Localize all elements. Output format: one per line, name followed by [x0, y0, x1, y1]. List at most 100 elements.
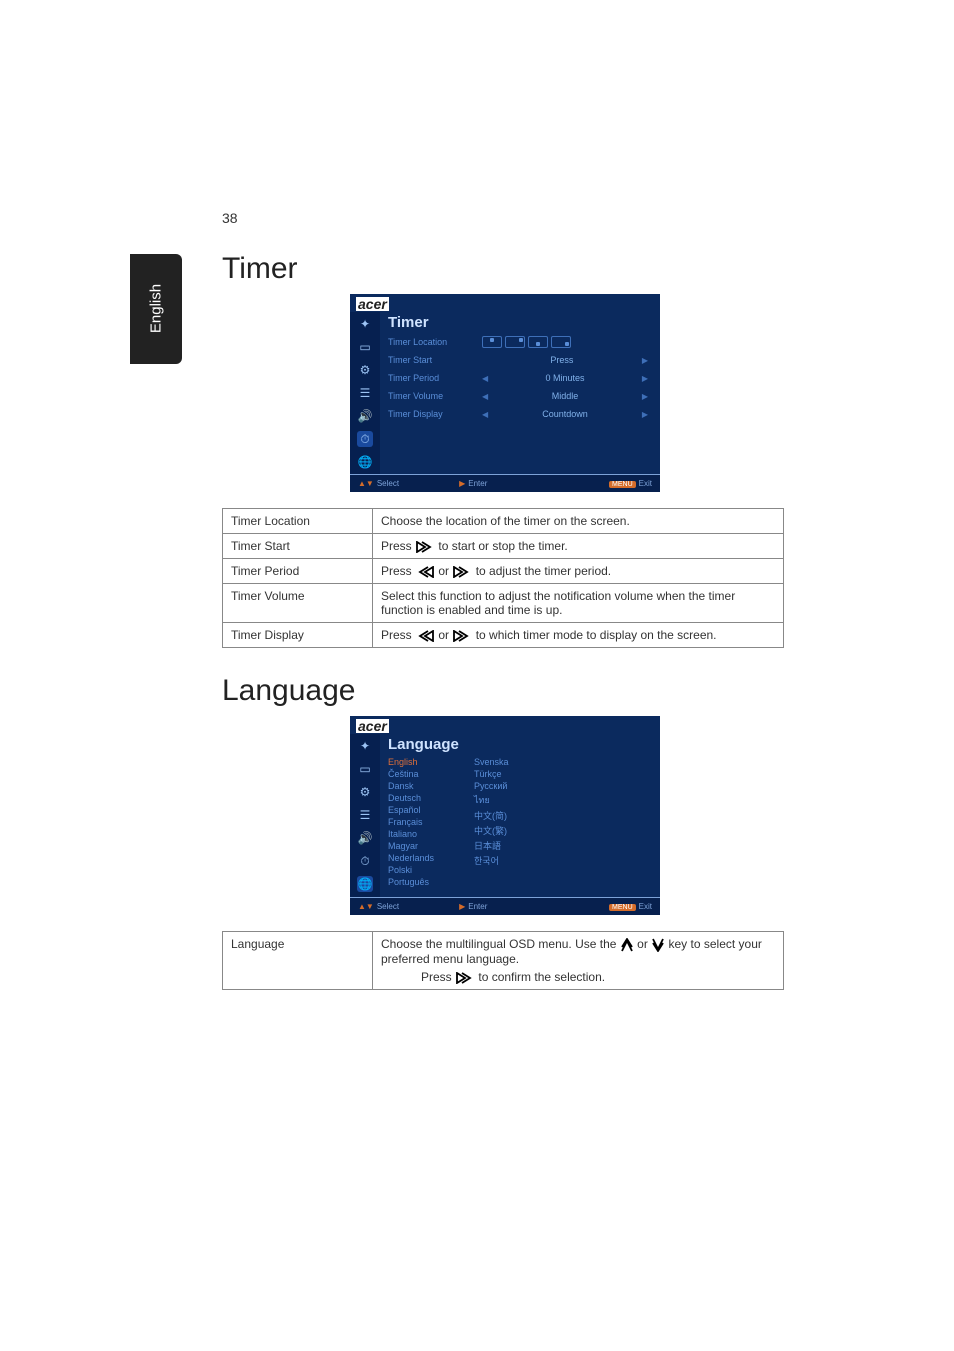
- table-row: Timer Location Choose the location of th…: [223, 509, 784, 534]
- timer-table-val: Select this function to adjust the notif…: [373, 584, 784, 623]
- osd-row-start: Timer Start Press▶: [388, 351, 652, 369]
- timer-table-key: Timer Volume: [223, 584, 373, 623]
- arrow-right-icon: [416, 541, 434, 553]
- timer-icon: ⏱: [357, 853, 373, 869]
- footer-select: Select: [377, 479, 399, 488]
- footer-enter: Enter: [468, 902, 487, 911]
- osd-footer: ▲▼Select ▶Enter MENUExit: [350, 474, 660, 492]
- footer-exit: Exit: [639, 479, 652, 488]
- timer-icon: ⏱: [357, 431, 373, 447]
- table-text-after: to start or stop the timer.: [438, 539, 567, 553]
- timer-table-key: Timer Display: [223, 623, 373, 648]
- osd-row-label: Timer Start: [388, 355, 478, 365]
- press-text: Press: [421, 970, 455, 984]
- lang-option: 한국어: [474, 854, 509, 867]
- osd-footer: ▲▼Select ▶Enter MENUExit: [350, 897, 660, 915]
- lang-option: Dansk: [388, 781, 434, 791]
- star-icon: ✦: [357, 738, 373, 754]
- timer-table: Timer Location Choose the location of th…: [222, 508, 784, 648]
- lang-option: Polski: [388, 865, 434, 875]
- osd-row-value: Middle: [552, 391, 579, 401]
- gear-icon: ⚙: [357, 362, 373, 378]
- language-osd-panel: acer ✦ ▭ ⚙ ☰ 🔊 ⏱ 🌐 Language EnglishČešti…: [350, 716, 660, 915]
- lang-option: Türkçe: [474, 769, 509, 779]
- enter-icon: ▶: [459, 902, 465, 911]
- footer-exit: Exit: [639, 902, 652, 911]
- lang-option: Italiano: [388, 829, 434, 839]
- osd-row-value: 0 Minutes: [545, 373, 584, 383]
- osd-sidebar: ✦ ▭ ⚙ ☰ 🔊 ⏱ 🌐: [350, 312, 380, 474]
- chevron-left-icon: ◀: [482, 392, 488, 401]
- volume-icon: 🔊: [357, 408, 373, 424]
- or-text: or: [438, 628, 452, 642]
- press-text: Press: [381, 564, 415, 578]
- osd-lang-columns: English Čeština Dansk Deutsch Español Françai…: [388, 755, 652, 891]
- osd-row-value: Countdown: [542, 409, 588, 419]
- arrow-right-icon: [453, 566, 471, 578]
- chevron-left-icon: ◀: [482, 374, 488, 383]
- lang-option: ไทย: [474, 793, 509, 807]
- chevron-right-icon: ▶: [642, 374, 648, 383]
- osd-row-label: Timer Display: [388, 409, 478, 419]
- arrow-left-icon: [416, 630, 434, 642]
- lang-option: Français: [388, 817, 434, 827]
- setting-icon: ☰: [357, 807, 373, 823]
- osd-row-volume: Timer Volume ◀ Middle ▶: [388, 387, 652, 405]
- osd-title: Timer: [388, 314, 652, 331]
- table-text-after: to which timer mode to display on the sc…: [476, 628, 717, 642]
- osd-row-period: Timer Period ◀ 0 Minutes ▶: [388, 369, 652, 387]
- timer-table-val: Press to start or stop the timer.: [373, 534, 784, 559]
- lang-option: Русский: [474, 781, 509, 791]
- lang-text-a: Choose the multilingual OSD menu. Use th…: [381, 937, 620, 951]
- arrow-down-icon: [652, 938, 664, 952]
- loc-chip: [551, 336, 571, 348]
- chevron-left-icon: ◀: [482, 410, 488, 419]
- press-after-text: to confirm the selection.: [478, 970, 605, 984]
- lang-option: Deutsch: [388, 793, 434, 803]
- timer-table-key: Timer Start: [223, 534, 373, 559]
- star-icon: ✦: [357, 316, 373, 332]
- footer-enter: Enter: [468, 479, 487, 488]
- lang-option: 中文(简): [474, 809, 509, 822]
- language-heading: Language: [222, 674, 820, 708]
- language-table: Language Choose the multilingual OSD men…: [222, 931, 784, 990]
- chevron-right-icon: ▶: [642, 410, 648, 419]
- language-icon: 🌐: [357, 454, 373, 470]
- lang-option: Čeština: [388, 769, 434, 779]
- language-table-val: Choose the multilingual OSD menu. Use th…: [373, 932, 784, 990]
- updown-icon: ▲▼: [358, 902, 374, 911]
- timer-table-key: Timer Period: [223, 559, 373, 584]
- volume-icon: 🔊: [357, 830, 373, 846]
- table-row: Timer Volume Select this function to adj…: [223, 584, 784, 623]
- lang-option: Svenska: [474, 757, 509, 767]
- lang-option: Nederlands: [388, 853, 434, 863]
- footer-select: Select: [377, 902, 399, 911]
- press-text: Press: [381, 628, 415, 642]
- image-icon: ▭: [357, 761, 373, 777]
- osd-row-label: Timer Location: [388, 337, 478, 347]
- setting-icon: ☰: [357, 385, 373, 401]
- osd-title: Language: [388, 736, 652, 753]
- chevron-right-icon: ▶: [642, 356, 648, 365]
- arrow-right-icon: [456, 972, 474, 984]
- language-table-key: Language: [223, 932, 373, 990]
- table-row: Timer Period Press or to adjust the time…: [223, 559, 784, 584]
- timer-table-val: Press or to adjust the timer period.: [373, 559, 784, 584]
- lang-option: Español: [388, 805, 434, 815]
- chevron-right-icon: ▶: [642, 392, 648, 401]
- lang-option: Português: [388, 877, 434, 887]
- loc-chip: [482, 336, 502, 348]
- table-row: Language Choose the multilingual OSD men…: [223, 932, 784, 990]
- osd-row-label: Timer Volume: [388, 391, 478, 401]
- lang-option: English: [388, 757, 434, 767]
- gear-icon: ⚙: [357, 784, 373, 800]
- osd-row-label: Timer Period: [388, 373, 478, 383]
- timer-osd-panel: acer ✦ ▭ ⚙ ☰ 🔊 ⏱ 🌐 Timer Timer Location: [350, 294, 660, 492]
- arrow-right-icon: [453, 630, 471, 642]
- loc-chip: [505, 336, 525, 348]
- language-icon: 🌐: [357, 876, 373, 892]
- updown-icon: ▲▼: [358, 479, 374, 488]
- press-text: Press: [381, 539, 415, 553]
- page-number: 38: [222, 210, 820, 226]
- lang-text-b: or: [637, 937, 651, 951]
